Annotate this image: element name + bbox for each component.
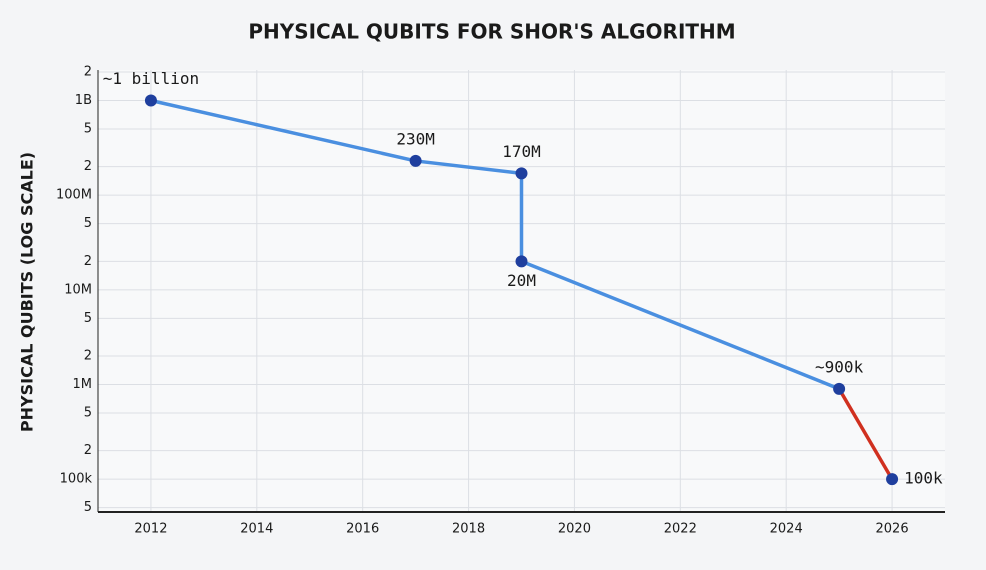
data-label: 230M	[396, 129, 435, 148]
data-point	[833, 382, 846, 395]
y-tick-label: 5	[84, 216, 92, 231]
y-tick-label: 2	[84, 349, 92, 364]
x-tick-label: 2018	[452, 522, 485, 537]
data-label: 100k	[904, 469, 943, 488]
y-tick-label: 5	[84, 406, 92, 421]
data-label: ~1 billion	[103, 69, 199, 88]
x-tick-label: 2022	[664, 522, 697, 537]
line-segment	[415, 159, 522, 176]
y-tick-label: 2	[84, 159, 92, 174]
y-tick-label: 10M	[64, 282, 92, 297]
y-tick-label: 1M	[73, 377, 93, 392]
y-tick-label: 2	[84, 65, 92, 80]
y-tick-label: 5	[84, 500, 92, 515]
y-tick-label: 1B	[75, 93, 92, 108]
x-tick-label: 2026	[876, 522, 909, 537]
y-tick-label: 2	[84, 443, 92, 458]
line-segment	[837, 387, 894, 481]
data-label: 20M	[507, 271, 536, 290]
data-point	[515, 255, 528, 268]
data-label: ~900k	[815, 357, 864, 376]
line-segment	[520, 259, 840, 391]
data-point	[144, 94, 157, 107]
data-label: 170M	[502, 142, 541, 161]
x-tick-label: 2016	[346, 522, 379, 537]
y-tick-label: 5	[84, 122, 92, 137]
x-tick-label: 2012	[134, 522, 167, 537]
chart-title: PHYSICAL QUBITS FOR SHOR'S ALGORITHM	[248, 20, 735, 44]
y-tick-label: 100k	[60, 472, 93, 487]
y-tick-label: 2	[84, 254, 92, 269]
x-tick-label: 2024	[770, 522, 803, 537]
y-tick-label: 100M	[56, 188, 92, 203]
data-point	[409, 154, 422, 167]
x-tick-label: 2014	[240, 522, 273, 537]
data-point	[515, 167, 528, 180]
y-axis-label: PHYSICAL QUBITS (LOG SCALE)	[18, 152, 37, 432]
data-point	[886, 473, 899, 486]
y-tick-label: 5	[84, 311, 92, 326]
plot-area	[98, 70, 945, 512]
x-tick-label: 2020	[558, 522, 591, 537]
line-segment	[150, 98, 417, 163]
